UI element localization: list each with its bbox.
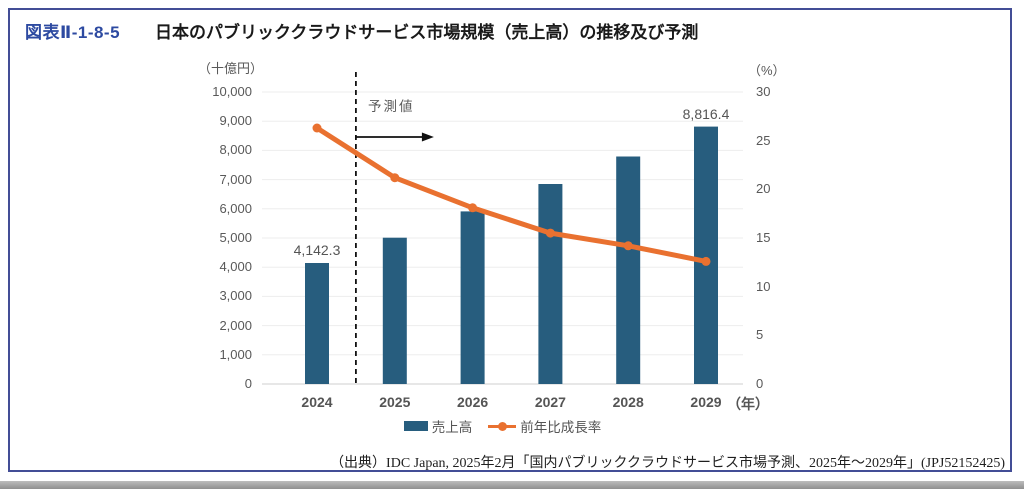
bar-2026: [460, 211, 485, 384]
figure-number: 図表Ⅱ-1-8-5: [25, 23, 121, 42]
bar-series-swatch: [403, 421, 428, 431]
left-tick-2000: 2,000: [219, 317, 252, 333]
right-axis-unit-label: （%）: [748, 63, 786, 78]
forecast-arrow-head: [421, 132, 434, 142]
left-axis-unit-label: （十億円）: [198, 61, 264, 76]
page-bottom-divider: [0, 481, 1024, 489]
legend-item-growth: 前年比成長率: [488, 416, 601, 436]
right-tick-10: 10: [756, 278, 771, 294]
left-tick-10000: 10,000: [212, 84, 252, 99]
left-tick-6000: 6,000: [219, 200, 252, 216]
bar-value-label-2024: 4,142.3: [293, 242, 341, 259]
growth-line: [314, 125, 709, 264]
figure-title: 日本のパブリッククラウドサービス市場規模（売上高）の推移及び予測: [155, 23, 699, 42]
legend-item-sales: 売上高: [403, 416, 473, 436]
x-axis-unit-label: （年）: [727, 396, 769, 412]
growth-point-2028: [623, 241, 633, 251]
left-tick-8000: 8,000: [219, 142, 252, 158]
plot-area: 予測値 4,142.3 8,816.4: [262, 72, 743, 385]
x-tick-2024: 2024: [301, 394, 333, 410]
source-citation: （出典）IDC Japan, 2025年2月「国内パブリッククラウドサービス市場…: [330, 456, 1005, 471]
growth-point-2029: [701, 256, 711, 266]
bar-2025: [382, 237, 407, 384]
left-tick-7000: 7,000: [219, 171, 252, 187]
right-tick-0: 0: [756, 376, 764, 391]
bar-2024: [305, 263, 329, 384]
x-tick-2028: 2028: [612, 394, 644, 410]
figure-border-box: [8, 8, 1012, 472]
right-tick-20: 20: [756, 181, 771, 197]
right-tick-25: 25: [756, 132, 771, 148]
legend-line-label: 前年比成長率: [520, 420, 602, 435]
bar-2029: [694, 126, 718, 384]
bar-value-label-2029: 8,816.4: [682, 105, 730, 122]
growth-point-2025: [390, 173, 400, 183]
right-tick-30: 30: [756, 84, 771, 99]
x-tick-2026: 2026: [457, 394, 489, 410]
left-tick-4000: 4,000: [219, 259, 252, 275]
x-tick-2025: 2025: [379, 394, 411, 410]
left-tick-3000: 3,000: [219, 288, 252, 304]
bar-2028: [616, 156, 641, 384]
left-tick-0: 0: [244, 376, 252, 391]
forecast-annotation: 予測値: [368, 99, 415, 114]
growth-point-2024: [312, 123, 322, 133]
right-tick-15: 15: [756, 230, 771, 245]
bar-2027: [538, 184, 563, 384]
x-tick-2029: 2029: [690, 394, 722, 410]
chart-legend: 売上高 前年比成長率: [262, 417, 743, 435]
right-tick-5: 5: [756, 327, 764, 343]
x-tick-2027: 2027: [534, 394, 566, 410]
chart-canvas: [262, 72, 743, 385]
growth-point-2027: [545, 228, 555, 238]
left-tick-1000: 1,000: [219, 346, 252, 362]
growth-point-2026: [468, 203, 478, 213]
legend-bar-label: 売上高: [431, 420, 473, 435]
left-tick-9000: 9,000: [219, 113, 252, 129]
left-tick-5000: 5,000: [219, 230, 252, 245]
line-series-swatch: [488, 421, 517, 431]
